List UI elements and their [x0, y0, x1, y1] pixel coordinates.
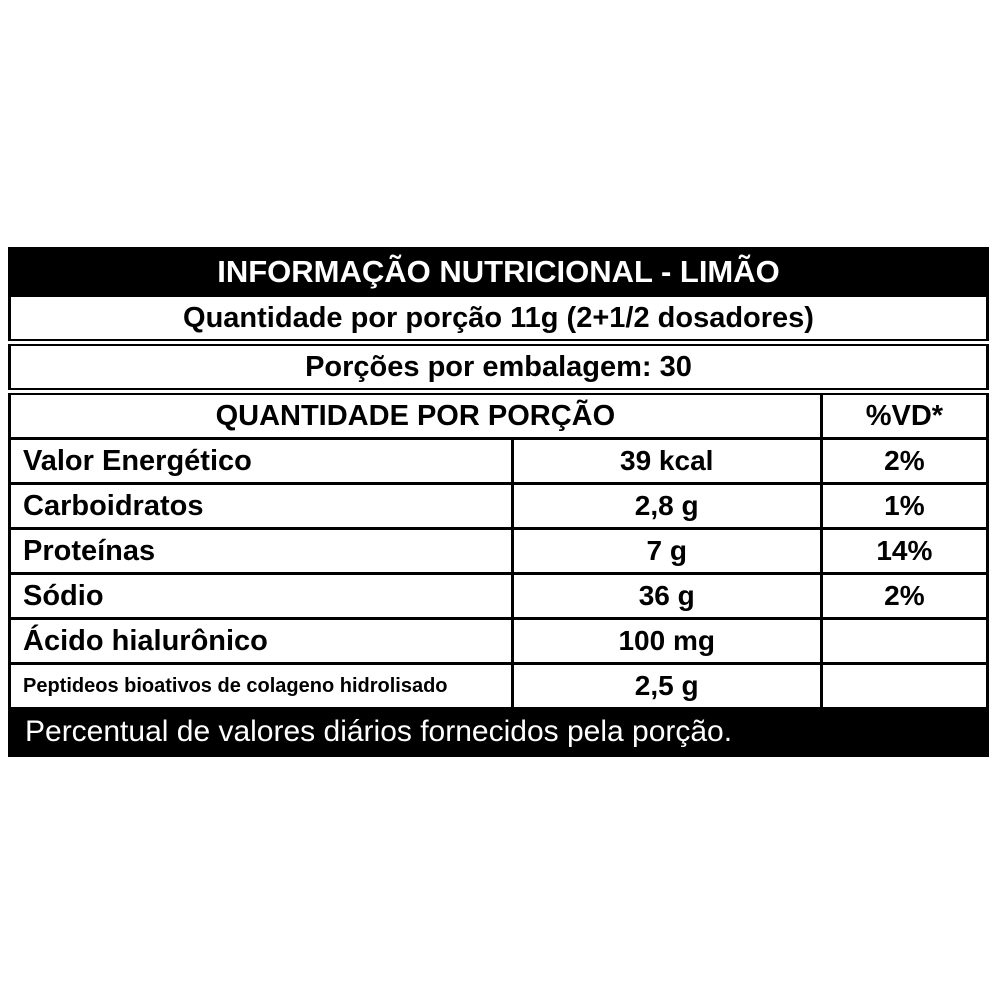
table-row: Proteínas 7 g 14%: [8, 527, 990, 575]
table-row: Carboidratos 2,8 g 1%: [8, 482, 990, 530]
footnote-row: Percentual de valores diários fornecidos…: [8, 707, 989, 757]
table-row: Sódio 36 g 2%: [8, 572, 990, 620]
serving-size-text: Quantidade por porção 11g (2+1/2 dosador…: [8, 294, 989, 346]
title-row: INFORMAÇÃO NUTRICIONAL - LIMÃO: [8, 247, 989, 297]
daily-value-header: %VD*: [819, 390, 990, 440]
nutrient-dv: 2%: [819, 437, 990, 485]
nutrient-label: Peptideos bioativos de colageno hidrolis…: [8, 662, 514, 710]
servings-per-package-text: Porções por embalagem: 30: [8, 341, 989, 395]
table-row: Ácido hialurônico 100 mg: [8, 617, 990, 665]
table-row: Peptideos bioativos de colageno hidrolis…: [8, 662, 990, 710]
serving-size-row: Quantidade por porção 11g (2+1/2 dosador…: [8, 294, 989, 346]
nutrient-dv: 14%: [819, 527, 990, 575]
nutrient-dv: 1%: [819, 482, 990, 530]
nutrient-dv: 2%: [819, 572, 990, 620]
table-row: Valor Energético 39 kcal 2%: [8, 437, 990, 485]
servings-per-package-row: Porções por embalagem: 30: [8, 341, 989, 395]
nutrient-value: 2,8 g: [510, 482, 823, 530]
column-header-row: QUANTIDADE POR PORÇÃO %VD*: [8, 390, 990, 440]
nutrition-facts-table: INFORMAÇÃO NUTRICIONAL - LIMÃO Quantidad…: [8, 247, 990, 757]
nutrient-label: Proteínas: [8, 527, 514, 575]
nutrient-value: 36 g: [510, 572, 823, 620]
table-title: INFORMAÇÃO NUTRICIONAL - LIMÃO: [8, 247, 989, 297]
nutrient-dv: [819, 617, 990, 665]
nutrient-label: Valor Energético: [8, 437, 514, 485]
nutrient-value: 2,5 g: [510, 662, 823, 710]
nutrient-label: Ácido hialurônico: [8, 617, 514, 665]
nutrient-value: 39 kcal: [510, 437, 823, 485]
nutrient-value: 7 g: [510, 527, 823, 575]
nutrient-dv: [819, 662, 990, 710]
daily-value-footnote: Percentual de valores diários fornecidos…: [8, 707, 989, 757]
nutrient-value: 100 mg: [510, 617, 823, 665]
nutrient-label: Carboidratos: [8, 482, 514, 530]
nutrient-label: Sódio: [8, 572, 514, 620]
quantity-per-serving-header: QUANTIDADE POR PORÇÃO: [8, 390, 823, 440]
